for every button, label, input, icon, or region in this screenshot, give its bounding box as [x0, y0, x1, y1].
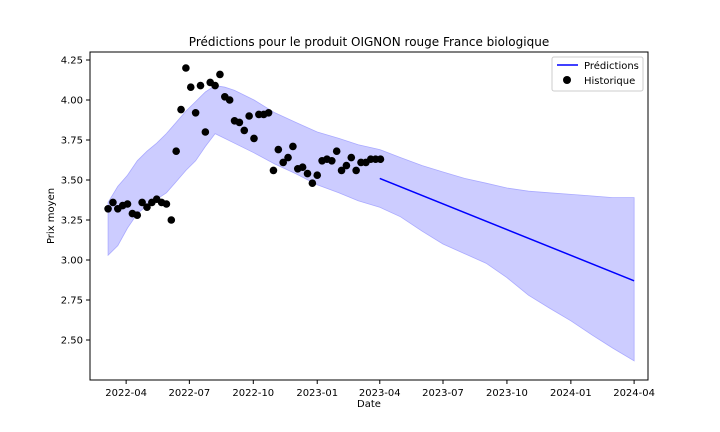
historique-point	[328, 157, 336, 165]
historique-point	[240, 126, 249, 135]
historique-point	[104, 205, 112, 213]
y-axis-label: Prix moyen	[46, 188, 57, 244]
historique-point	[191, 109, 200, 117]
historique-point	[274, 145, 283, 154]
historique-point	[376, 155, 385, 163]
historique-point	[172, 147, 180, 155]
historique-point	[342, 161, 351, 170]
historique-point	[133, 211, 142, 219]
historique-point	[264, 109, 273, 117]
historique-point	[332, 147, 341, 155]
y-tick-label: 3.00	[61, 256, 83, 267]
x-tick-label: 2024-04	[613, 388, 655, 399]
prediction-line	[379, 177, 635, 282]
historique-point	[279, 158, 287, 167]
historique-point	[143, 203, 151, 211]
historique-point	[211, 81, 219, 90]
y-tick-label: 3.25	[61, 216, 83, 227]
y-tick-label: 3.50	[61, 176, 83, 187]
x-tick-label: 2022-10	[232, 388, 274, 399]
x-tick-label: 2022-04	[105, 388, 147, 399]
y-tick-label: 4.00	[61, 96, 83, 107]
chart-title: Prédictions pour le produit OIGNON rouge…	[189, 35, 549, 49]
historique-point	[177, 105, 185, 114]
historique-point	[337, 166, 346, 175]
x-tick-label: 2023-01	[296, 388, 338, 399]
y-tick-label: 4.25	[61, 56, 83, 67]
historique-point	[269, 166, 278, 175]
x-tick-label: 2023-10	[486, 388, 528, 399]
plot-area: 2022-04 2022-07 2022-10 2023-01 2023-04 2023-…	[61, 51, 655, 399]
historique-point	[284, 153, 292, 162]
historique-point	[167, 216, 176, 224]
legend-label-predictions: Prédictions	[584, 60, 639, 72]
y-tick-label: 3.75	[61, 136, 83, 147]
historique-point	[303, 169, 312, 178]
historique-point	[196, 81, 205, 90]
historique-point	[109, 198, 117, 207]
historique-point	[289, 142, 297, 151]
historique-point	[182, 64, 190, 72]
x-tick-label: 2023-04	[359, 388, 401, 399]
historique-point	[201, 128, 210, 136]
historique-point	[250, 134, 258, 143]
legend-label-historique: Historique	[584, 76, 635, 87]
historique-point	[347, 153, 356, 162]
historique-point	[186, 83, 195, 91]
x-axis-label: Date	[357, 399, 381, 410]
y-tick-label: 2.75	[61, 296, 83, 307]
legend: Prédictions Historique	[551, 56, 644, 92]
historique-point	[138, 198, 146, 207]
historique-point	[225, 96, 234, 104]
historique-point	[308, 179, 317, 187]
plot-frame	[89, 51, 649, 381]
legend-dot-swatch	[563, 76, 571, 84]
historique-point	[123, 200, 132, 208]
historique-point	[352, 166, 360, 175]
historique-point	[235, 118, 244, 127]
x-tick-label: 2022-07	[168, 388, 210, 399]
x-tick-label: 2023-07	[422, 388, 464, 399]
historique-point	[245, 112, 253, 120]
historique-point	[162, 200, 171, 208]
historique-point	[313, 171, 322, 179]
historique-point	[216, 70, 224, 79]
y-tick-label: 2.50	[61, 336, 83, 347]
x-tick-label: 2024-01	[550, 388, 592, 399]
historique-point	[298, 163, 307, 171]
